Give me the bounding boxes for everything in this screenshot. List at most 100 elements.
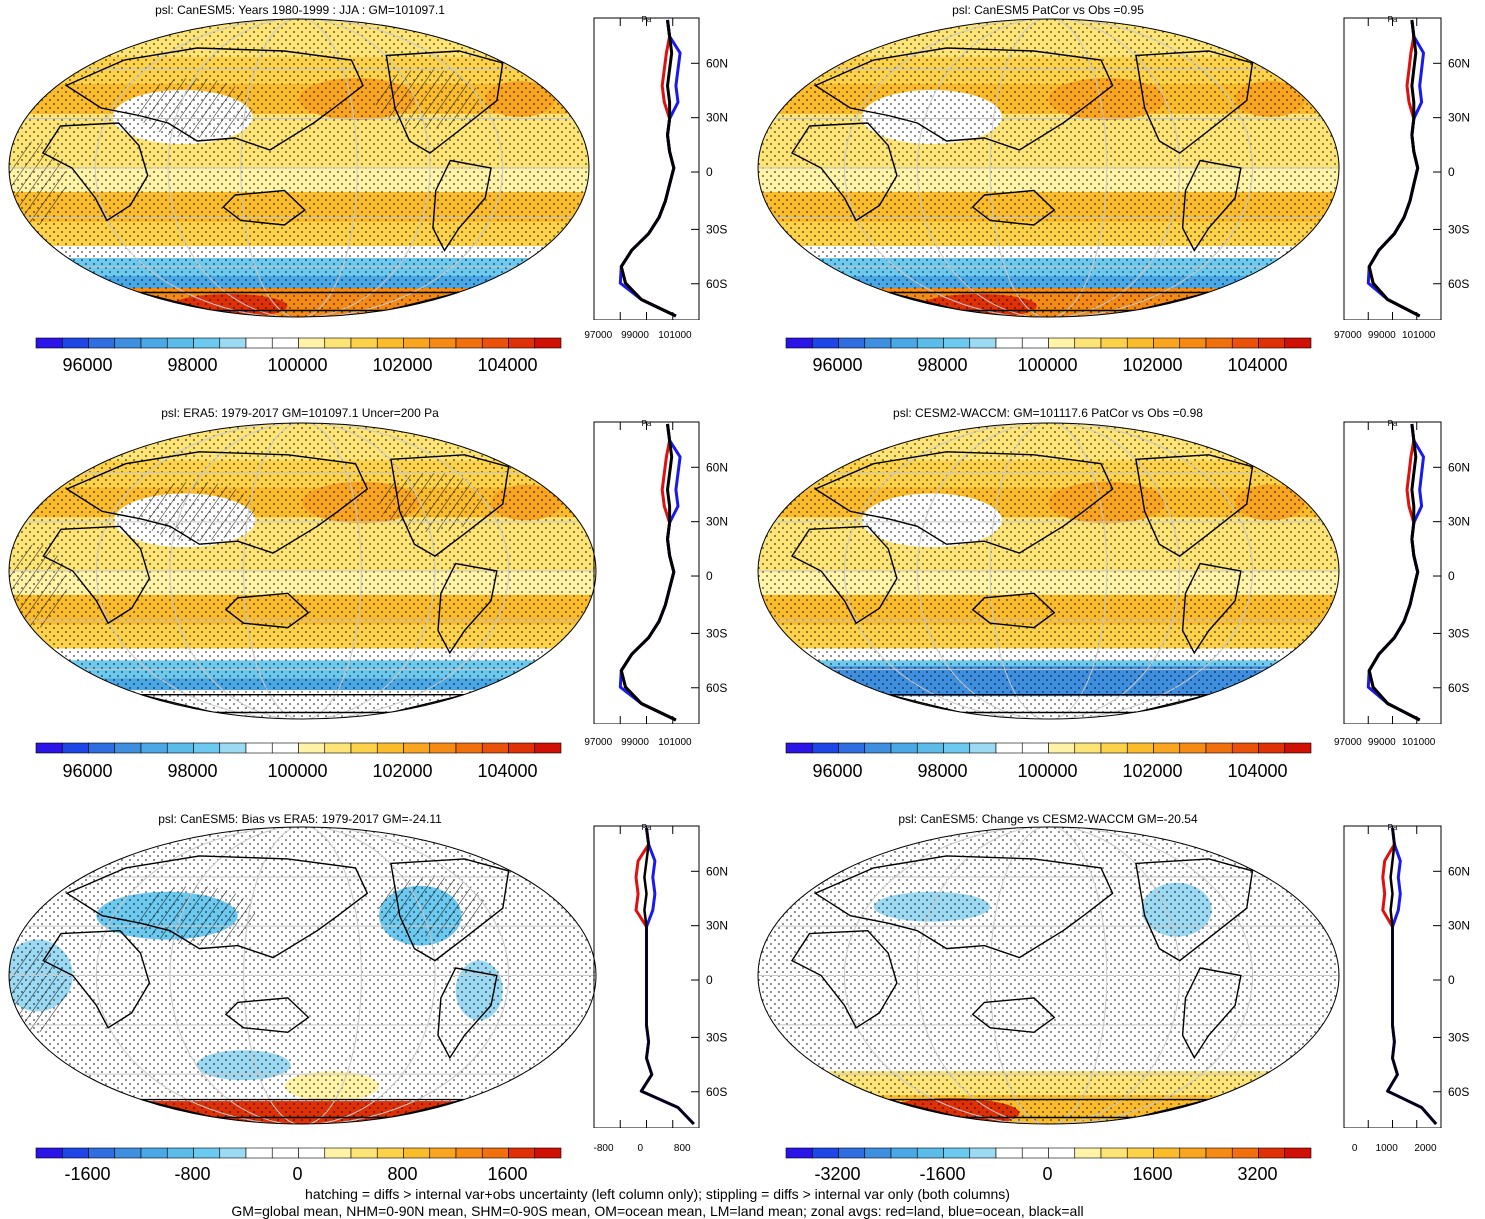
footer-line-1: hatching = diffs > internal var+obs unce… [305,1186,1010,1202]
continent-outline [1135,454,1254,557]
colorbar-tick-label: 98000 [167,761,218,781]
profile-curve [619,423,677,722]
colorbar-swatch [838,1147,866,1159]
colorbar-swatch [1179,742,1207,754]
colorbar [35,742,562,754]
colorbar-swatch [916,337,944,349]
continent-outline [222,189,306,226]
colorbar-swatch [35,1147,63,1159]
profile-lat-label: 60N [706,864,728,878]
colorbar [785,1147,1312,1159]
colorbar-swatch [298,1147,326,1159]
colorbar-swatch [1048,1147,1076,1159]
colorbar-swatch [350,1147,378,1159]
continent-outline [41,122,149,222]
colorbar-swatch [245,337,273,349]
colorbar-tick-label: 800 [387,1164,418,1184]
panel-title: psl: CanESM5: Years 1980-1999 : JJA : GM… [155,3,445,17]
colorbar-swatch [864,1147,892,1159]
colorbar-swatch [219,337,247,349]
profile-curve [1367,423,1421,722]
colorbar-swatch [1205,742,1233,754]
colorbar-swatch [1258,742,1286,754]
map-panel [8,826,597,1125]
panel-title: psl: ERA5: 1979-2017 GM=101097.1 Uncer=2… [161,406,439,420]
colorbar-swatch [1258,1147,1286,1159]
continent-outline [432,159,492,252]
continent-outline [1181,562,1242,655]
profile-lat-label: 0 [706,569,713,583]
colorbar-swatch [1021,742,1049,754]
panel-title: psl: CanESM5 PatCor vs Obs =0.95 [952,3,1144,17]
continent-outline [971,189,1056,226]
profile-curve [640,827,695,1125]
colorbar-swatch [271,1147,299,1159]
colorbar-swatch [785,1147,813,1159]
colorbar-swatch [481,742,509,754]
colorbar-tick-label: 102000 [1122,355,1183,375]
profile-lat-label: 30N [706,919,728,933]
colorbar-swatch [35,742,63,754]
continent-outline [790,929,898,1029]
colorbar-swatch [534,742,562,754]
colorbar-tick-label: 100000 [267,761,328,781]
profile-lat-label: 60S [706,277,727,291]
colorbar-swatch [864,337,892,349]
profile-unit: Pa [642,419,652,428]
colorbar-swatch [193,1147,221,1159]
colorbar-swatch [1048,742,1076,754]
colorbar-swatch [916,742,944,754]
colorbar-tick-label: -800 [174,1164,211,1184]
profile-lat-label: 0 [706,165,713,179]
colorbar-swatch [219,742,247,754]
colorbar-swatch [219,1147,247,1159]
continent-outline [971,592,1056,629]
colorbar-swatch [890,742,918,754]
colorbar [785,742,1312,754]
continent-outline [971,997,1056,1034]
colorbar-tick-label: 1600 [487,1164,528,1184]
profile-lat-label: 30N [706,111,728,125]
profile-lat-label: 60N [1448,460,1470,474]
continent-outline [390,454,510,557]
colorbar-swatch [481,1147,509,1159]
colorbar-swatch [193,742,221,754]
zonal-profile: Pa 60N 30N 0 30S 60S [1343,15,1470,320]
colorbar-swatch [1100,1147,1128,1159]
colorbar-swatch [864,742,892,754]
colorbar-tick-label: 100000 [1017,355,1078,375]
colorbar-swatch [429,742,457,754]
colorbar-swatch [1231,1147,1259,1159]
profile-x-tick-label: 800 [673,1143,691,1154]
continent-outline [390,858,510,962]
colorbar-swatch [245,1147,273,1159]
colorbar-swatch [140,337,168,349]
colorbar-swatch [271,742,299,754]
profile-lat-label: 60S [1448,277,1469,291]
colorbar-tick-label: 104000 [1227,355,1288,375]
colorbar-swatch [1284,1147,1312,1159]
profile-x-tick-label: 2000 [1414,1143,1437,1154]
profile-lat-label: 0 [1448,569,1455,583]
profile-unit: Pa [642,823,652,832]
colorbar-swatch [508,337,536,349]
colorbar-swatch [534,337,562,349]
continent-outline [42,929,151,1029]
profile-lat-label: 0 [1448,973,1455,987]
continent-outline [385,50,504,154]
profile-curve [619,423,677,722]
colorbar-tick-label: 102000 [1122,761,1183,781]
zonal-profile: Pa 60N 30N 0 30S 60S [593,419,728,724]
profile-x-tick-label: 0 [637,1143,644,1154]
profile-x-tick-label: 97000 [1333,330,1362,341]
colorbar-swatch [376,742,404,754]
colorbar-swatch [534,1147,562,1159]
colorbar-tick-label: 0 [1042,1164,1053,1184]
profile-curve [619,19,677,318]
colorbar-swatch [1153,337,1181,349]
profile-lat-label: 30N [1448,111,1470,125]
colorbar-tick-label: 98000 [917,355,968,375]
profile-lat-label: 30S [1448,222,1469,236]
profile-lat-label: 60N [706,56,728,70]
map-panel [757,422,1340,720]
